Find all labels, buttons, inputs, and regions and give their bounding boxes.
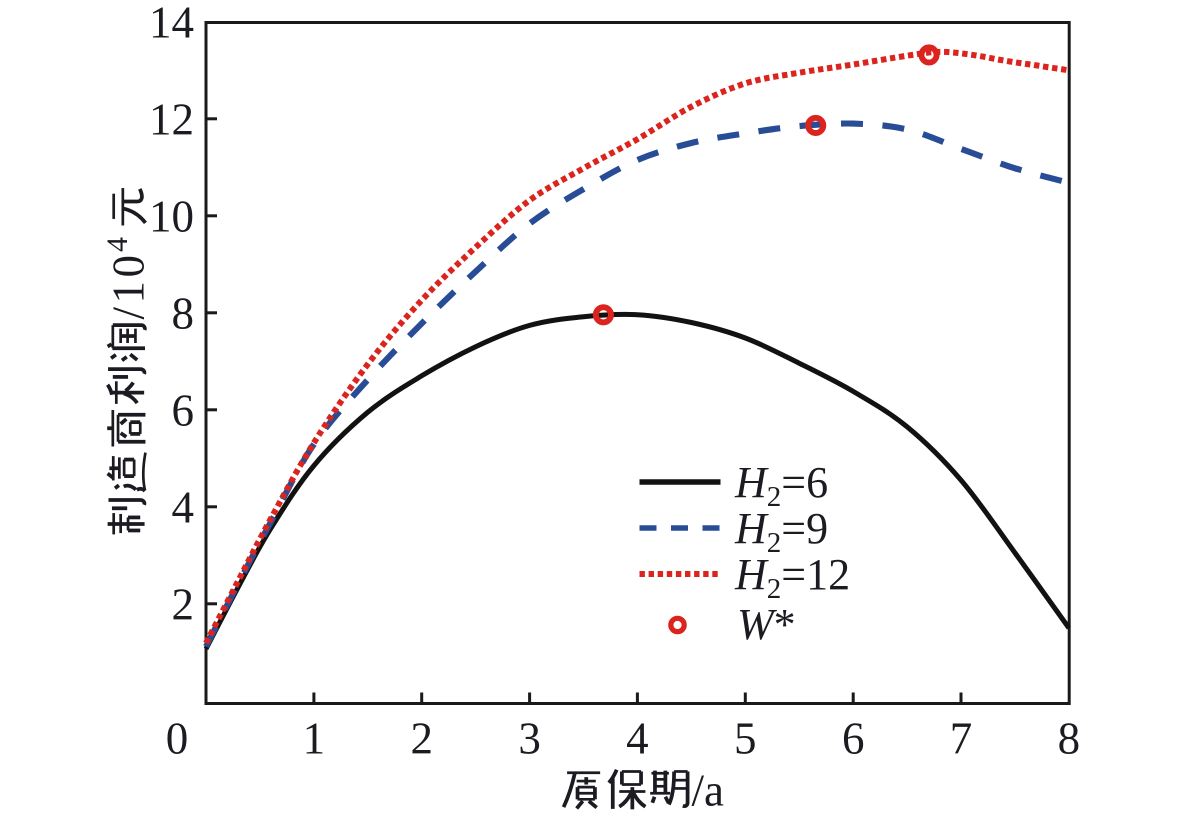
svg-text:2: 2 [410, 714, 433, 764]
svg-text:H2=12: H2=12 [734, 550, 850, 605]
svg-text:0: 0 [166, 714, 189, 764]
svg-text:5: 5 [734, 714, 757, 764]
svg-text:7: 7 [950, 714, 973, 764]
svg-text:6: 6 [842, 714, 865, 764]
svg-text:/10: /10 [104, 251, 154, 319]
svg-text:H2=6: H2=6 [734, 458, 828, 513]
svg-text:/a: /a [692, 766, 725, 816]
svg-text:4: 4 [626, 714, 649, 764]
svg-text:2: 2 [172, 579, 195, 629]
svg-text:4: 4 [101, 237, 134, 252]
svg-text:H2=9: H2=9 [734, 504, 828, 559]
svg-text:1: 1 [303, 714, 326, 764]
svg-text:4: 4 [172, 482, 195, 532]
svg-text:3: 3 [518, 714, 541, 764]
svg-text:14: 14 [149, 0, 194, 48]
svg-text:8: 8 [1058, 714, 1081, 764]
svg-text:W*: W* [737, 600, 796, 649]
svg-text:6: 6 [172, 385, 195, 435]
svg-text:10: 10 [149, 191, 194, 241]
svg-text:8: 8 [172, 288, 195, 338]
svg-text:12: 12 [149, 94, 194, 144]
